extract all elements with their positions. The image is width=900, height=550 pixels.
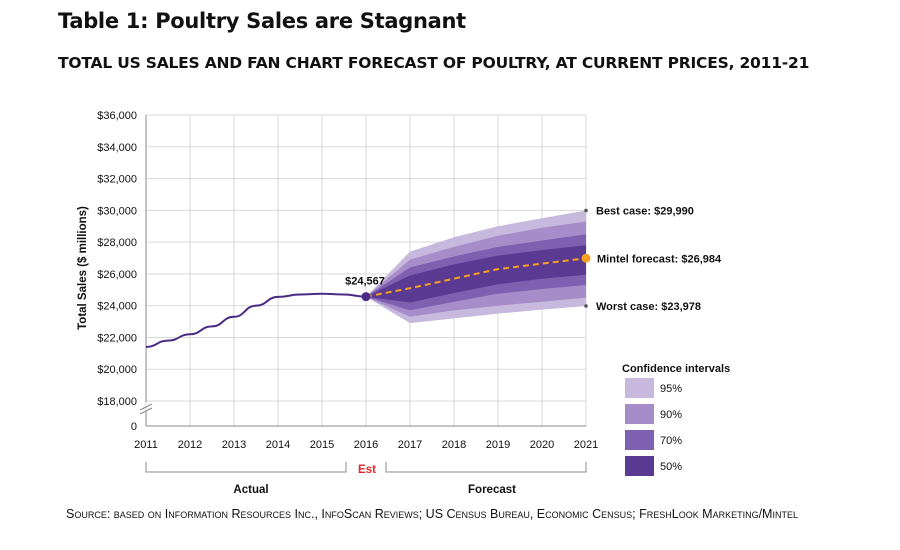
forecast-end-point bbox=[581, 253, 591, 263]
legend-swatch bbox=[625, 456, 654, 476]
x-tick-label: 2018 bbox=[442, 439, 466, 451]
period-brackets: Actual Est Forecast bbox=[145, 462, 587, 496]
y-tick-label: $24,000 bbox=[97, 301, 137, 313]
actual-sales-line bbox=[145, 292, 367, 348]
y-tick-label: $34,000 bbox=[97, 142, 137, 154]
x-tick-label: 2016 bbox=[354, 439, 378, 451]
x-tick-label: 2019 bbox=[486, 439, 510, 451]
page-title: Table 1: Poultry Sales are Stagnant bbox=[58, 9, 466, 33]
legend-label: 50% bbox=[660, 461, 682, 473]
worst-case-label: Worst case: $23,978 bbox=[596, 301, 701, 313]
axis-break-icon bbox=[139, 403, 153, 415]
y-tick-label: 0 bbox=[131, 421, 137, 433]
source-note: Source: based on Information Resources I… bbox=[66, 507, 798, 521]
legend-label: 95% bbox=[660, 383, 682, 395]
best-case-point bbox=[584, 208, 588, 213]
x-tick-label: 2017 bbox=[398, 439, 422, 451]
y-tick-label: $36,000 bbox=[97, 110, 137, 122]
forecast-bracket bbox=[385, 462, 587, 473]
est-label: Est bbox=[358, 464, 376, 476]
y-axis-label: Total Sales ($ millions) bbox=[77, 206, 89, 330]
y-tick-label: $20,000 bbox=[97, 364, 137, 376]
tick-labels: $36,000 $34,000 $32,000 $30,000 $28,000 $26,0… bbox=[77, 110, 598, 451]
y-tick-label: $28,000 bbox=[97, 237, 137, 249]
legend-swatch bbox=[625, 404, 654, 424]
legend-label: 90% bbox=[660, 409, 682, 421]
y-tick-label: $22,000 bbox=[97, 332, 137, 344]
forecast-line bbox=[365, 257, 587, 298]
confidence-bands bbox=[366, 210, 586, 324]
x-tick-label: 2012 bbox=[178, 439, 202, 451]
current-value-label: $24,567 bbox=[345, 276, 385, 288]
chart-subtitle: TOTAL US SALES AND FAN CHART FORECAST OF… bbox=[58, 54, 810, 72]
legend-swatch bbox=[625, 378, 654, 398]
y-tick-label: $26,000 bbox=[97, 269, 137, 281]
y-tick-label: $30,000 bbox=[97, 205, 137, 217]
x-tick-label: 2021 bbox=[574, 439, 598, 451]
actual-label: Actual bbox=[233, 484, 268, 496]
x-tick-label: 2015 bbox=[310, 439, 334, 451]
x-tick-label: 2014 bbox=[266, 439, 290, 451]
x-tick-label: 2020 bbox=[530, 439, 554, 451]
annotations: $24,567 Best case: $29,990 Mintel forecast… bbox=[345, 205, 722, 313]
estimate-point bbox=[361, 292, 371, 302]
worst-case-point bbox=[584, 304, 588, 308]
forecast-label: Forecast bbox=[468, 484, 516, 496]
legend-title: Confidence intervals bbox=[622, 363, 730, 375]
y-tick-label: $32,000 bbox=[97, 174, 137, 186]
actual-bracket bbox=[145, 462, 347, 473]
x-tick-label: 2011 bbox=[134, 439, 158, 451]
x-tick-label: 2013 bbox=[222, 439, 246, 451]
mintel-forecast-label: Mintel forecast: $26,984 bbox=[597, 253, 722, 265]
series-lines bbox=[145, 208, 591, 348]
y-tick-label: $18,000 bbox=[97, 396, 137, 408]
legend: Confidence intervals 95% 90% 70% 50% bbox=[622, 363, 730, 476]
legend-label: 70% bbox=[660, 435, 682, 447]
chart-axes bbox=[139, 115, 586, 427]
best-case-label: Best case: $29,990 bbox=[596, 205, 694, 217]
legend-swatch bbox=[625, 430, 654, 450]
